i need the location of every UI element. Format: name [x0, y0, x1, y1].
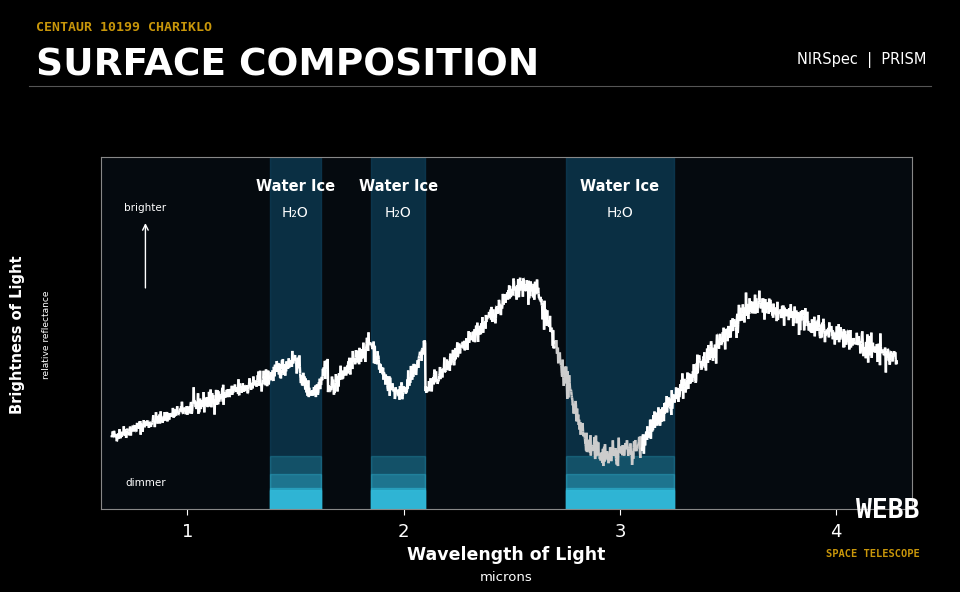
Text: NIRSpec  |  PRISM: NIRSpec | PRISM	[797, 52, 926, 68]
Bar	[372, 456, 425, 509]
Text: CENTAUR 10199 CHARIKLO: CENTAUR 10199 CHARIKLO	[36, 21, 212, 34]
Bar	[565, 488, 674, 509]
Bar	[372, 474, 425, 509]
Bar	[270, 456, 322, 509]
Text: microns: microns	[480, 571, 533, 584]
Bar	[372, 490, 425, 509]
Text: WEBB: WEBB	[856, 498, 920, 524]
Bar	[270, 474, 322, 509]
Bar	[372, 488, 425, 509]
Text: dimmer: dimmer	[125, 478, 166, 488]
Text: relative reflectance: relative reflectance	[41, 290, 51, 379]
Bar	[270, 490, 322, 509]
Bar	[565, 157, 674, 509]
Text: H₂O: H₂O	[607, 206, 634, 220]
Bar	[270, 157, 322, 509]
Text: Water Ice: Water Ice	[359, 179, 438, 194]
Text: SURFACE COMPOSITION: SURFACE COMPOSITION	[36, 47, 540, 83]
Text: H₂O: H₂O	[385, 206, 412, 220]
Bar	[372, 157, 425, 509]
Bar	[565, 490, 674, 509]
Text: Water Ice: Water Ice	[256, 179, 335, 194]
Text: Brightness of Light: Brightness of Light	[10, 255, 25, 414]
Bar	[270, 488, 322, 509]
Text: brighter: brighter	[125, 203, 166, 213]
Text: H₂O: H₂O	[282, 206, 309, 220]
Text: Water Ice: Water Ice	[581, 179, 660, 194]
Bar	[565, 456, 674, 509]
Text: SPACE TELESCOPE: SPACE TELESCOPE	[826, 549, 920, 559]
Text: Wavelength of Light: Wavelength of Light	[407, 546, 606, 564]
Bar	[565, 474, 674, 509]
